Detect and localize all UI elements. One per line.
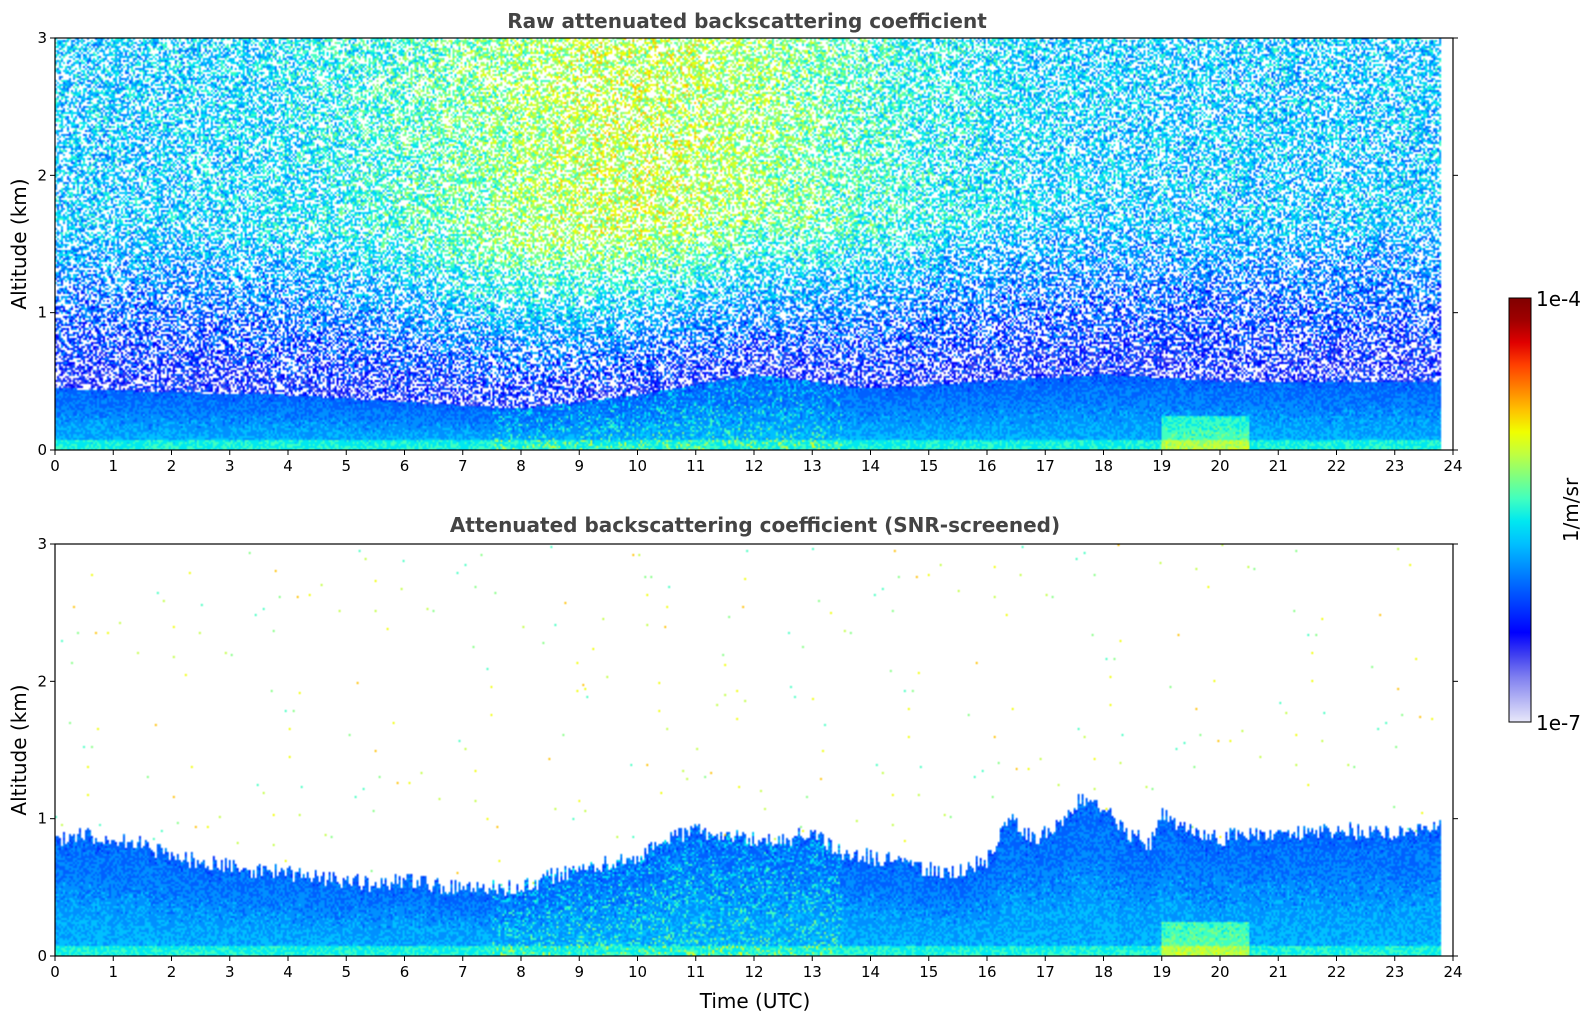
x-tick-label: 5 <box>341 457 351 475</box>
snr-screened-panel: Attenuated backscattering coefficient (S… <box>7 513 1463 1013</box>
x-tick-label: 18 <box>1094 963 1113 981</box>
x-tick-label: 13 <box>803 963 822 981</box>
x-axis-label: Time (UTC) <box>699 989 811 1013</box>
x-tick-label: 1 <box>108 963 118 981</box>
colorbar-max-label: 1e-4 <box>1536 287 1581 311</box>
x-tick-label: 11 <box>686 457 705 475</box>
x-tick-label: 14 <box>861 963 880 981</box>
x-tick-label: 10 <box>628 963 647 981</box>
y-tick-label: 3 <box>37 29 47 47</box>
y-tick-label: 1 <box>37 810 47 828</box>
x-tick-label: 8 <box>516 963 526 981</box>
y-axis-label: Altitude (km) <box>7 178 31 309</box>
x-tick-label: 5 <box>341 963 351 981</box>
x-tick-label: 15 <box>919 963 938 981</box>
y-tick-label: 3 <box>37 535 47 553</box>
x-tick-label: 4 <box>283 457 293 475</box>
x-tick-label: 2 <box>167 963 177 981</box>
x-axis: 0 1 2 3 4 5 6 7 8 9 10 11 12 13 14 15 16 17 18 19 20 21 22 23 24 <box>50 450 1463 475</box>
x-tick-label: 21 <box>1269 457 1288 475</box>
x-tick-label: 10 <box>628 457 647 475</box>
x-tick-label: 13 <box>803 457 822 475</box>
colorbar-unit-label: 1/m/sr <box>1559 477 1583 542</box>
x-tick-label: 18 <box>1094 457 1113 475</box>
x-tick-label: 22 <box>1327 963 1346 981</box>
y-tick-label: 0 <box>37 441 47 459</box>
x-tick-label: 6 <box>400 457 410 475</box>
x-tick-label: 1 <box>108 457 118 475</box>
x-tick-label: 19 <box>1152 457 1171 475</box>
y-tick-label: 2 <box>37 672 47 690</box>
y-axis: 0 1 2 3 <box>37 29 1458 459</box>
x-tick-label: 9 <box>574 963 584 981</box>
x-tick-label: 14 <box>861 457 880 475</box>
x-tick-label: 20 <box>1210 457 1229 475</box>
raw-backscatter-panel: Raw attenuated backscattering coefficien… <box>7 9 1463 475</box>
x-tick-label: 24 <box>1443 963 1462 981</box>
x-tick-label: 17 <box>1036 457 1055 475</box>
panel-title: Raw attenuated backscattering coefficien… <box>507 9 987 33</box>
x-tick-label: 15 <box>919 457 938 475</box>
panel-title: Attenuated backscattering coefficient (S… <box>450 513 1060 537</box>
y-tick-label: 0 <box>37 947 47 965</box>
x-tick-label: 16 <box>977 457 996 475</box>
x-tick-label: 2 <box>167 457 177 475</box>
x-tick-label: 3 <box>225 457 235 475</box>
x-tick-label: 12 <box>744 963 763 981</box>
x-tick-label: 23 <box>1385 963 1404 981</box>
y-tick-label: 1 <box>37 304 47 322</box>
x-tick-label: 22 <box>1327 457 1346 475</box>
x-axis: 0 1 2 3 4 5 6 7 8 9 10 11 12 13 14 15 16 17 18 19 20 21 22 23 24 <box>50 956 1463 981</box>
x-tick-label: 0 <box>50 963 60 981</box>
colorbar-gradient <box>1508 297 1532 723</box>
colorbar-min-label: 1e-7 <box>1536 711 1581 735</box>
heatmap-area <box>55 38 1453 450</box>
x-tick-label: 24 <box>1443 457 1462 475</box>
x-tick-label: 0 <box>50 457 60 475</box>
x-tick-label: 23 <box>1385 457 1404 475</box>
y-tick-label: 2 <box>37 166 47 184</box>
x-tick-label: 3 <box>225 963 235 981</box>
x-tick-label: 6 <box>400 963 410 981</box>
x-tick-label: 12 <box>744 457 763 475</box>
heatmap-area <box>55 544 1453 956</box>
heatmap-image <box>55 544 1453 956</box>
x-tick-label: 8 <box>516 457 526 475</box>
x-tick-label: 9 <box>574 457 584 475</box>
heatmap-image <box>55 38 1453 450</box>
x-tick-label: 21 <box>1269 963 1288 981</box>
y-axis-label: Altitude (km) <box>7 684 31 815</box>
colorbar: 1e-4 1e-7 1/m/sr <box>1508 287 1583 735</box>
x-tick-label: 7 <box>458 963 468 981</box>
x-tick-label: 20 <box>1210 963 1229 981</box>
y-axis: 0 1 2 3 <box>37 535 1458 965</box>
x-tick-label: 4 <box>283 963 293 981</box>
x-tick-label: 16 <box>977 963 996 981</box>
x-tick-label: 11 <box>686 963 705 981</box>
x-tick-label: 7 <box>458 457 468 475</box>
x-tick-label: 17 <box>1036 963 1055 981</box>
x-tick-label: 19 <box>1152 963 1171 981</box>
